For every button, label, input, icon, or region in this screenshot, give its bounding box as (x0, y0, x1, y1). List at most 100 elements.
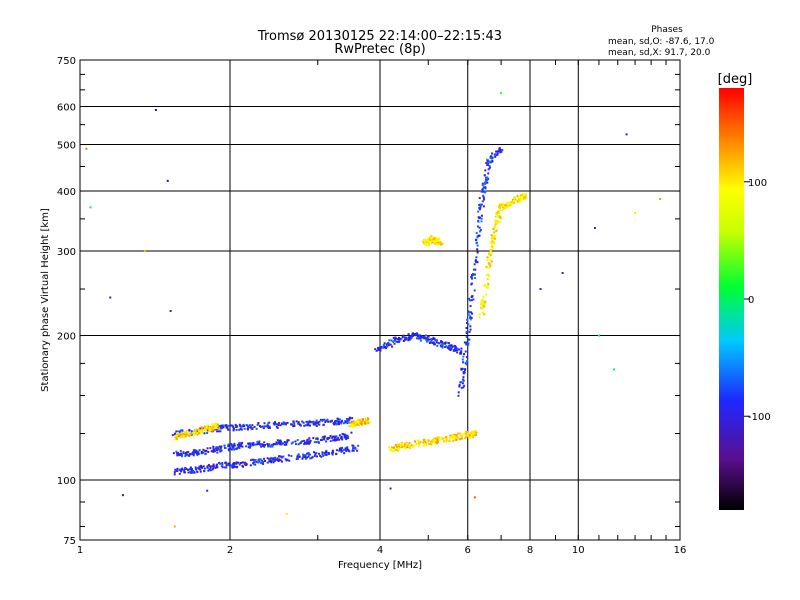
trace-point (428, 237, 431, 240)
trace-point (186, 451, 189, 454)
trace-point (306, 452, 309, 455)
trace-point (182, 435, 185, 438)
trace-point (215, 423, 218, 426)
trace-point (198, 430, 201, 433)
trace-point (330, 419, 333, 422)
trace-point (493, 225, 496, 228)
trace-point (268, 444, 271, 447)
trace-point (483, 174, 486, 177)
trace-point (478, 207, 481, 210)
trace-point (400, 446, 403, 449)
trace-point (290, 455, 293, 458)
trace-point (268, 460, 271, 463)
trace-point (489, 252, 492, 255)
trace-point (424, 334, 427, 337)
trace-point (232, 427, 235, 430)
trace-point (215, 465, 218, 468)
trace-point (345, 436, 348, 439)
trace-point (284, 441, 287, 444)
trace-point (504, 204, 507, 207)
x-tick-label: 6 (465, 545, 471, 556)
trace-point (225, 463, 228, 466)
trace-point (494, 153, 497, 156)
trace-point (467, 431, 470, 434)
trace-point (451, 345, 454, 348)
trace-point (350, 425, 353, 428)
trace-point (345, 434, 348, 437)
trace-point (454, 346, 457, 349)
trace-point (237, 461, 240, 464)
trace-point (239, 461, 242, 464)
colorbar-tick-label: -100 (748, 412, 771, 423)
trace-point (473, 268, 476, 271)
trace-point (249, 464, 252, 467)
trace-point (183, 471, 186, 474)
trace-point (486, 178, 489, 181)
trace-point (220, 449, 223, 452)
trace-point (461, 382, 464, 385)
trace-point (286, 421, 289, 424)
scatter-point (539, 288, 542, 291)
trace-point (419, 339, 422, 342)
trace-point (438, 438, 441, 441)
trace-point (258, 440, 261, 443)
trace-point (208, 430, 211, 433)
trace-point (188, 428, 191, 431)
trace-point (364, 422, 367, 425)
trace-point (187, 434, 190, 437)
trace-point (197, 428, 200, 431)
trace-point (211, 465, 214, 468)
trace-point (260, 445, 263, 448)
trace-point (286, 441, 289, 444)
trace-point (292, 425, 295, 428)
trace-point (266, 443, 269, 446)
trace-point (504, 207, 507, 210)
trace-point (333, 436, 336, 439)
trace-point (190, 430, 193, 433)
trace-point (500, 202, 503, 205)
trace-point (482, 205, 485, 208)
trace-point (184, 434, 187, 437)
trace-point (465, 433, 468, 436)
trace-point (483, 198, 486, 201)
trace-point (306, 456, 309, 459)
trace-point (219, 425, 222, 428)
trace-point (349, 425, 352, 428)
trace-point (491, 248, 494, 251)
trace-point (206, 429, 209, 432)
trace-point (259, 443, 262, 446)
trace-point (219, 450, 222, 453)
trace-point (213, 448, 216, 451)
trace-point (398, 445, 401, 448)
trace-point (396, 340, 399, 343)
trace-point (214, 466, 217, 469)
trace-point (328, 436, 331, 439)
trace-point (362, 418, 365, 421)
trace-point (195, 450, 198, 453)
trace-point (266, 461, 269, 464)
trace-point (462, 433, 465, 436)
trace-point (475, 431, 478, 434)
trace-point (435, 339, 438, 342)
trace-point (238, 463, 241, 466)
trace-point (192, 452, 195, 455)
trace-point (299, 424, 302, 427)
trace-point (486, 158, 489, 161)
trace-point (498, 210, 501, 213)
trace-point (203, 428, 206, 431)
trace-point (221, 462, 224, 465)
trace-point (447, 342, 450, 345)
trace-point (321, 438, 324, 441)
trace-point (414, 333, 417, 336)
trace-point (425, 338, 428, 341)
trace-point (247, 446, 250, 449)
trace-point (291, 441, 294, 444)
trace-point (481, 307, 484, 310)
trace-point (471, 273, 474, 276)
trace-point (322, 418, 325, 421)
trace-point (482, 186, 485, 189)
trace-point (315, 437, 318, 440)
trace-point (214, 425, 217, 428)
trace-point (322, 424, 325, 427)
trace-point (482, 305, 485, 308)
